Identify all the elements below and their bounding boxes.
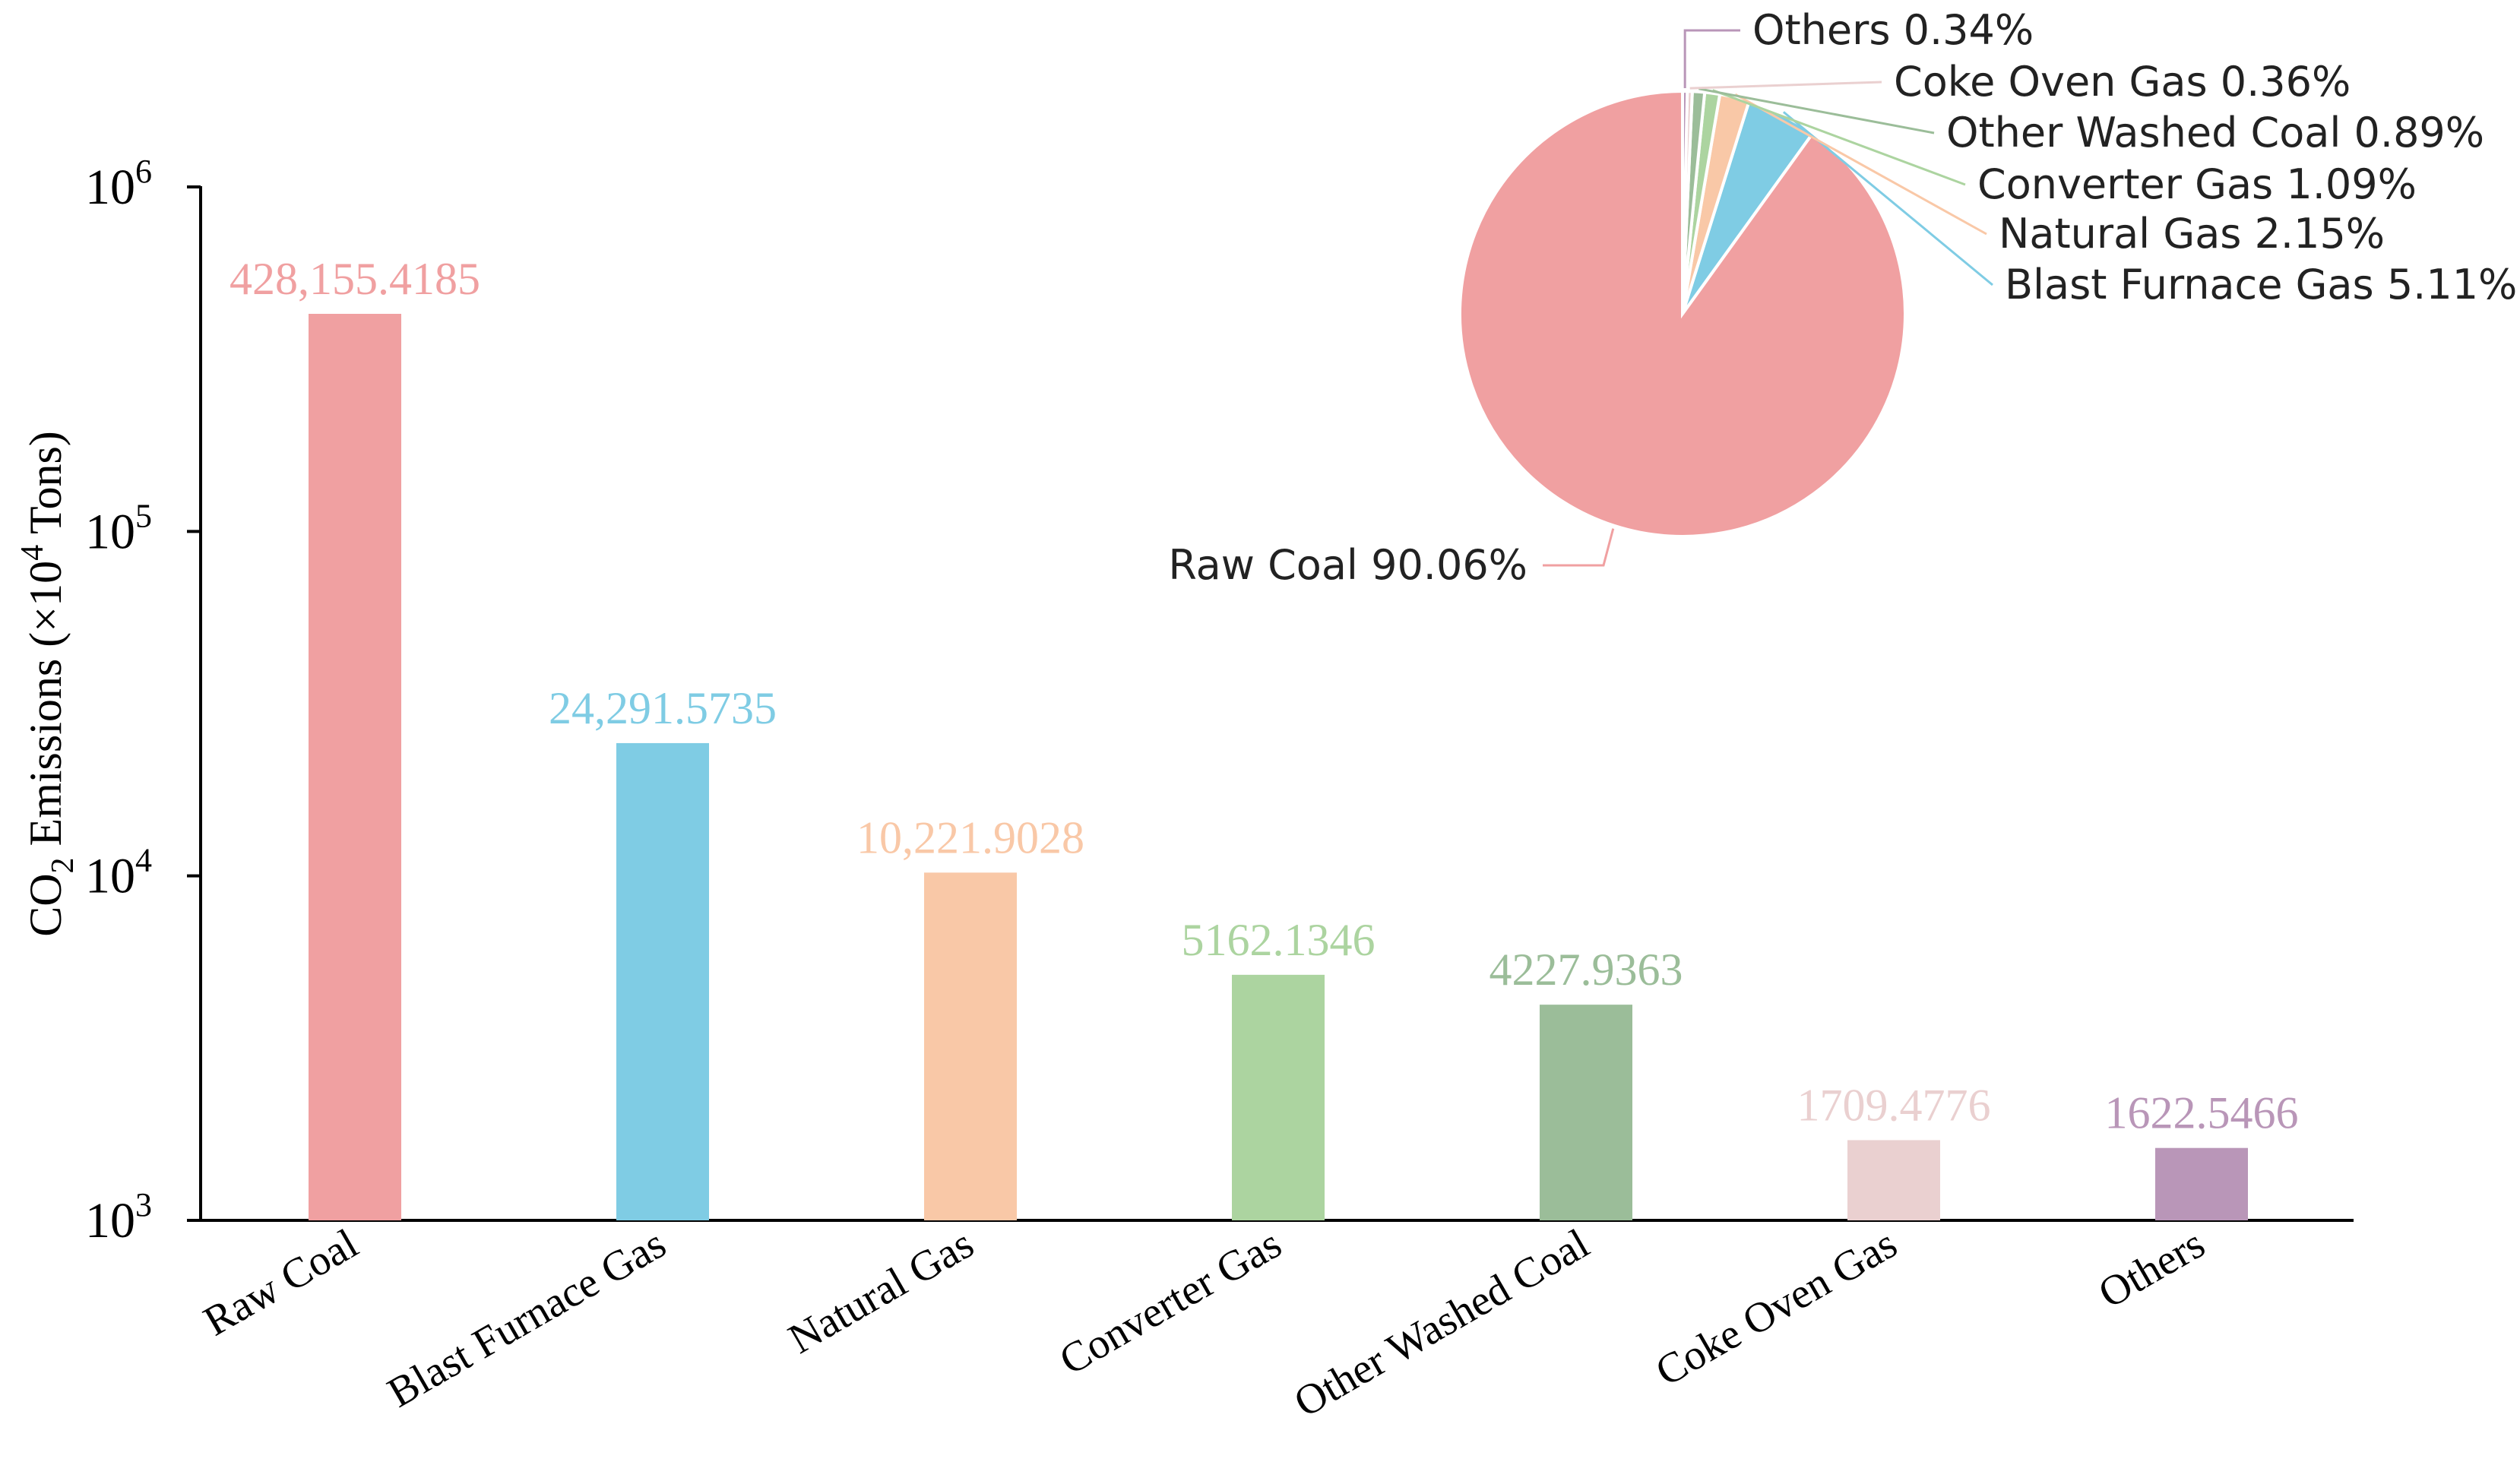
bar-value-label: 428,155.4185 (230, 254, 480, 304)
bar-value-label: 1709.4776 (1797, 1080, 1991, 1130)
pie-label: Natural Gas 2.15% (1999, 210, 2385, 258)
y-tick-label: 103 (85, 1186, 152, 1248)
pie-label: Other Washed Coal 0.89% (1946, 109, 2484, 157)
y-tick-label: 104 (85, 842, 152, 904)
x-tick-label: Raw Coal (196, 1220, 366, 1346)
bar-blast-furnace-gas (616, 742, 709, 1220)
y-tick-base: 10 (85, 160, 135, 215)
bar-value-labels: 428,155.4185 24,291.5735 10,221.9028 5162.1… (230, 254, 2299, 1138)
bar-raw-coal (309, 314, 401, 1221)
bar-value-label: 24,291.5735 (549, 683, 777, 733)
y-tick-label: 105 (85, 497, 152, 559)
bar-value-label: 10,221.9028 (856, 812, 1084, 862)
y-tick-exponent: 3 (135, 1186, 152, 1223)
bar-converter-gas (1232, 974, 1325, 1220)
y-tick-base: 10 (85, 504, 135, 559)
pie-leader-lines (1543, 29, 1993, 567)
x-tick-labels: Raw Coal Blast Furnace Gas Natural Gas Conv… (196, 1220, 2213, 1427)
bar-natural-gas (924, 872, 1017, 1220)
pie-label: Converter Gas 1.09% (1977, 160, 2417, 208)
x-tick-label: Coke Oven Gas (1648, 1220, 1904, 1396)
pie-slice-others (1681, 89, 1689, 315)
y-tick-exponent: 6 (135, 153, 152, 190)
pie-leader-line (1543, 528, 1615, 567)
y-tick-label: 106 (85, 153, 152, 215)
pie-leader-line (1683, 29, 1740, 89)
y-axis-label: CO2 Emissions (×104 Tons) (15, 431, 81, 937)
pie-leader-line (1734, 93, 1987, 236)
bar-value-label: 4227.9363 (1490, 945, 1683, 995)
pie-leader-line (1712, 89, 1966, 186)
x-tick-label: Other Washed Coal (1287, 1220, 1597, 1427)
x-tick-label: Converter Gas (1052, 1220, 1289, 1384)
x-tick-label: Blast Furnace Gas (380, 1220, 674, 1417)
x-tick-label: Natural Gas (781, 1220, 982, 1363)
bar-coke-oven-gas (1847, 1140, 1940, 1220)
pie-leader-line (1698, 87, 1935, 134)
pie-leader-line (1689, 81, 1882, 90)
pie-label: Blast Furnace Gas 5.11% (2005, 261, 2517, 309)
x-tick-label: Others (2091, 1220, 2212, 1318)
pie-label: Raw Coal 90.06% (1168, 541, 1528, 589)
y-tick-base: 10 (85, 849, 135, 904)
bar-value-label: 5162.1346 (1182, 915, 1376, 965)
bars (309, 314, 2248, 1221)
bar-other-washed-coal (1540, 1005, 1632, 1220)
y-tick-base: 10 (85, 1193, 135, 1248)
pie-labels: Raw Coal 90.06% Blast Furnace Gas 5.11%Na… (1168, 6, 2517, 589)
bar-value-label: 1622.5466 (2105, 1088, 2299, 1138)
pie-label: Others 0.34% (1752, 6, 2034, 54)
y-tick-exponent: 5 (135, 497, 152, 534)
pie-label: Coke Oven Gas 0.36% (1894, 58, 2351, 106)
bar-others (2155, 1147, 2248, 1220)
pie-chart (1458, 89, 1907, 538)
y-tick-exponent: 4 (135, 842, 152, 879)
